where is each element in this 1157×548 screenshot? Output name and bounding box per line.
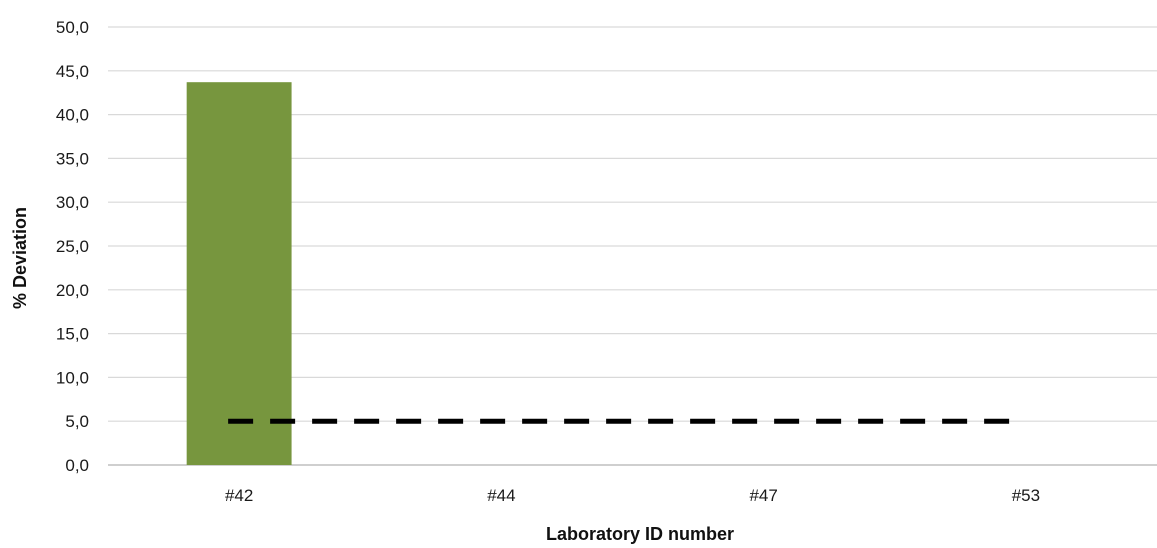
y-tick-label: 5,0 — [65, 412, 89, 431]
x-axis-title: Laboratory ID number — [546, 524, 734, 544]
y-tick-label: 20,0 — [56, 281, 89, 300]
x-tick-label: #47 — [749, 486, 777, 505]
y-tick-label: 30,0 — [56, 193, 89, 212]
x-tick-label: #44 — [487, 486, 515, 505]
x-tick-label: #42 — [225, 486, 253, 505]
bars — [186, 82, 292, 466]
x-tick-labels: #42 #44 #47 #53 — [225, 486, 1040, 505]
y-tick-labels: 0,0 5,0 10,0 15,0 20,0 25,0 30,0 35,0 40,0 45,0 50… — [56, 18, 89, 475]
y-tick-label: 40,0 — [56, 106, 89, 125]
y-tick-label: 0,0 — [65, 456, 89, 475]
y-tick-label: 25,0 — [56, 237, 89, 256]
y-tick-label: 45,0 — [56, 62, 89, 81]
x-tick-label: #53 — [1012, 486, 1040, 505]
y-axis-title: % Deviation — [10, 207, 30, 309]
y-tick-label: 10,0 — [56, 368, 89, 387]
y-tick-label: 35,0 — [56, 149, 89, 168]
y-tick-label: 50,0 — [56, 18, 89, 37]
y-tick-label: 15,0 — [56, 325, 89, 344]
bar-lab-42 — [186, 82, 292, 466]
